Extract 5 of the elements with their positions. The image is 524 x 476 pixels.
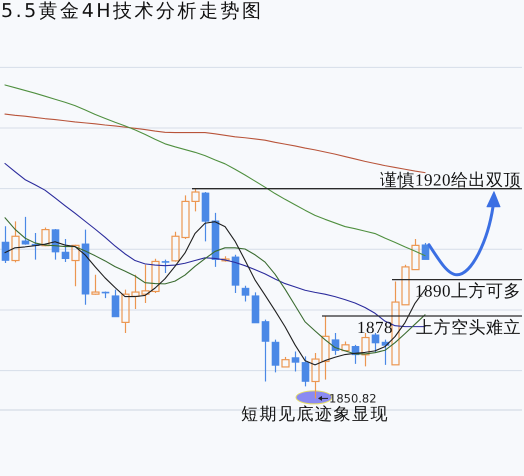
reference-label: 1890上方可多 <box>415 282 521 301</box>
title: 5.5黄金4H技术分析走势图 <box>1 0 264 22</box>
annotation: 短期见底迹象显现 <box>241 404 389 424</box>
reference-label: 谨慎1920给出双顶 <box>380 170 521 190</box>
annotation: 1850.82 <box>329 391 377 406</box>
